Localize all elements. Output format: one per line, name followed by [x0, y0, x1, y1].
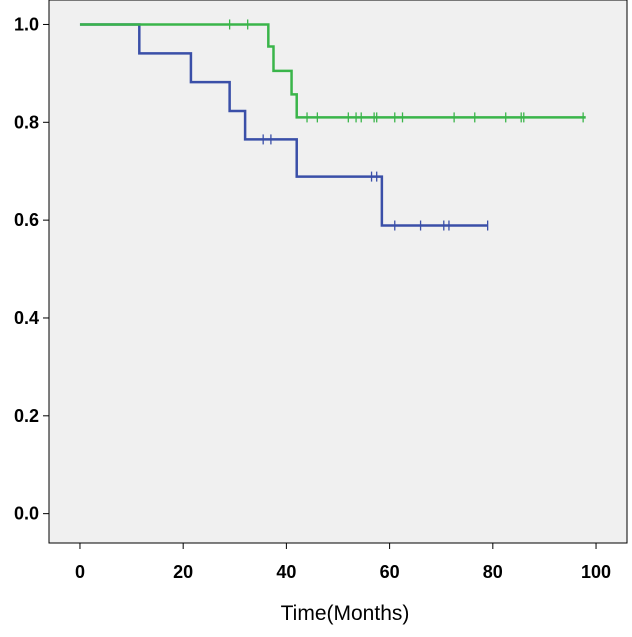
y-tick-label: 0.0: [14, 504, 39, 524]
y-tick-label: 0.4: [14, 308, 39, 328]
y-tick-label: 0.6: [14, 210, 39, 230]
y-tick-label: 0.2: [14, 406, 39, 426]
x-axis-title: Time(Months): [281, 602, 410, 625]
y-tick-label: 0.8: [14, 112, 39, 132]
x-tick-label: 60: [380, 562, 400, 582]
y-tick-label: 1.0: [14, 14, 39, 34]
x-tick-label: 80: [483, 562, 503, 582]
x-tick-label: 100: [581, 562, 611, 582]
x-tick-label: 40: [276, 562, 296, 582]
series-2: [79, 19, 586, 123]
survival-curve-line: [79, 23, 586, 119]
series-1: [79, 23, 489, 231]
axes-layer: 0.0 0.2 0.4 0.6 0.8 1.0 0 20 40 60 80 100: [14, 14, 611, 582]
survival-curve-line: [79, 23, 488, 227]
x-tick-label: 0: [75, 562, 85, 582]
series-layer: [79, 19, 586, 231]
x-tick-label: 20: [173, 562, 193, 582]
plot-area: [48, 0, 628, 544]
